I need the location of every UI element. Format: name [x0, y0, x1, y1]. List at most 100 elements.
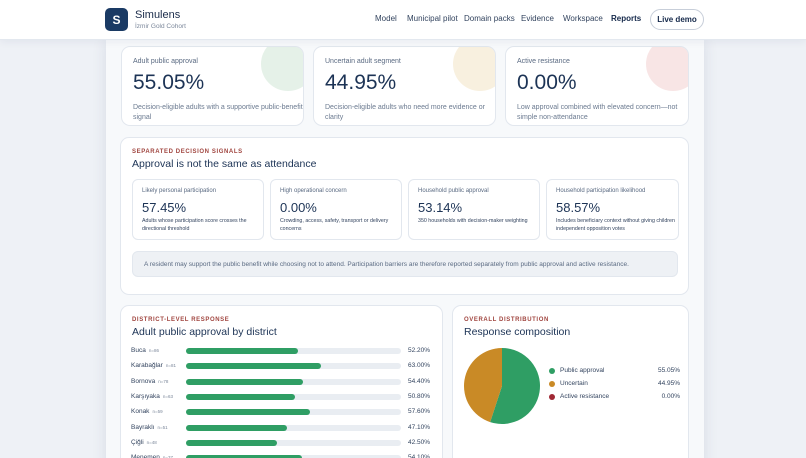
legend-label: Public approval	[560, 367, 605, 374]
live-demo-button[interactable]: Live demo	[650, 9, 704, 30]
stat-label: Adult public approval	[133, 58, 198, 65]
district-name: Konak	[131, 408, 150, 416]
brand-cohort: İzmir Gold Cohort	[135, 23, 186, 30]
district-value: 63.00%	[407, 362, 430, 370]
legend-swatch	[549, 394, 555, 400]
district-label: Buca n=86	[131, 347, 159, 354]
signal-value: 58.57%	[556, 200, 601, 215]
district-label: Bornova n=78	[131, 378, 168, 385]
signal-label: Household public approval	[418, 188, 489, 194]
signals-note: A resident may support the public benefi…	[132, 251, 678, 277]
pie-slice	[464, 348, 502, 423]
section-eyebrow: DISTRICT-LEVEL RESPONSE	[132, 317, 230, 323]
decorative-circle	[646, 47, 688, 91]
brand-name[interactable]: Simulens	[135, 9, 181, 21]
legend-label: Uncertain	[560, 380, 588, 387]
district-chart-card: DISTRICT-LEVEL RESPONSE Adult public app…	[120, 305, 443, 458]
signal-description: 350 households with decision-maker weigh…	[418, 218, 528, 224]
district-value: 50.80%	[407, 392, 430, 400]
decorative-circle	[453, 47, 495, 91]
section-title: Adult public approval by district	[132, 326, 277, 338]
district-sample-size: n=81	[165, 363, 176, 369]
nav-domain-packs[interactable]: Domain packs	[464, 14, 515, 23]
district-label: Karabağlar n=81	[131, 362, 176, 369]
top-navigation-bar: S Simulens İzmir Gold Cohort Model Munic…	[0, 0, 806, 40]
stat-description: Low approval combined with elevated conc…	[517, 104, 678, 121]
district-sample-size: n=51	[157, 424, 168, 430]
district-name: Karabağlar	[131, 362, 163, 370]
stat-label: Active resistance	[517, 58, 570, 65]
signal-label: High operational concern	[280, 188, 347, 194]
district-name: Karşıyaka	[131, 392, 160, 400]
stat-value: 0.00%	[517, 71, 577, 94]
district-bar-track	[186, 393, 401, 400]
stat-card-uncertain: Uncertain adult segment 44.95% Decision-…	[313, 46, 496, 126]
pie-slice	[490, 348, 540, 424]
district-value: 57.60%	[407, 408, 430, 416]
section-title: Response composition	[464, 326, 571, 338]
brand-logo[interactable]: S	[105, 8, 128, 31]
district-label: Karşıyaka n=63	[131, 393, 173, 400]
district-sample-size: n=59	[152, 409, 163, 415]
district-value: 54.10%	[407, 454, 430, 458]
district-bar-track	[186, 439, 401, 446]
stat-description: Decision-eligible adults with a supporti…	[133, 104, 303, 121]
district-name: Menemen	[131, 454, 160, 458]
nav-municipal-pilot[interactable]: Municipal pilot	[407, 14, 458, 23]
signal-label: Likely personal participation	[142, 188, 217, 194]
legend-value: 55.05%	[657, 367, 680, 374]
stat-card-active-resistance: Active resistance 0.00% Low approval com…	[505, 46, 689, 126]
district-label: Çiğli n=48	[131, 439, 157, 446]
district-label: Menemen n=37	[131, 454, 173, 458]
district-bar	[186, 393, 296, 400]
nav-reports[interactable]: Reports	[611, 14, 642, 23]
district-value: 52.20%	[407, 347, 430, 354]
signal-card-operational-concern: High operational concern 0.00% Crowding,…	[270, 179, 402, 240]
district-sample-size: n=86	[148, 348, 159, 353]
stat-value: 55.05%	[133, 71, 205, 94]
district-name: Çiğli	[131, 438, 144, 446]
district-name: Buca	[131, 347, 146, 354]
legend-swatch	[549, 368, 555, 374]
signal-description: Crowding, access, safety, transport or d…	[280, 218, 389, 232]
district-bar	[186, 455, 303, 458]
district-sample-size: n=37	[162, 455, 174, 458]
district-bar	[186, 363, 322, 370]
response-composition-pie	[464, 348, 540, 424]
district-name: Bornova	[131, 377, 156, 385]
legend-value: 44.95%	[657, 380, 680, 387]
signal-value: 53.14%	[418, 200, 463, 215]
distribution-card: OVERALL DISTRIBUTION Response compositio…	[452, 305, 689, 458]
district-label: Bayraklı n=51	[131, 424, 168, 431]
district-bar	[186, 409, 310, 416]
district-value: 47.10%	[407, 423, 430, 431]
signal-value: 0.00%	[280, 200, 317, 215]
district-sample-size: n=63	[162, 393, 174, 399]
nav-model[interactable]: Model	[375, 14, 397, 23]
district-label: Konak n=59	[131, 408, 163, 415]
stat-label: Uncertain adult segment	[325, 58, 401, 65]
district-sample-size: n=78	[158, 378, 169, 384]
stat-description: Decision-eligible adults who need more e…	[325, 104, 485, 121]
nav-evidence[interactable]: Evidence	[521, 14, 554, 23]
nav-workspace[interactable]: Workspace	[563, 14, 603, 23]
district-value: 54.40%	[407, 377, 430, 385]
stat-card-public-approval: Adult public approval 55.05% Decision-el…	[121, 46, 304, 126]
signal-card-household-approval: Household public approval 53.14% 350 hou…	[408, 179, 540, 240]
legend-label: Active resistance	[560, 393, 610, 400]
district-name: Bayraklı	[131, 423, 155, 431]
decorative-circle	[261, 47, 303, 91]
district-bar-track	[186, 409, 401, 416]
district-bar-track	[186, 363, 401, 370]
legend-value: 0.00%	[661, 393, 680, 400]
district-bar-track	[186, 378, 401, 385]
district-bar-track	[186, 424, 401, 431]
district-sample-size: n=48	[146, 439, 157, 445]
district-bar-track	[186, 348, 401, 354]
signal-description: Adults whose participation score crosses…	[142, 218, 247, 232]
legend-swatch	[549, 381, 555, 387]
signal-card-personal-participation: Likely personal participation 57.45% Adu…	[132, 179, 264, 240]
section-title: Approval is not the same as attendance	[132, 158, 317, 170]
district-bar	[186, 424, 288, 431]
district-bar	[186, 348, 299, 354]
